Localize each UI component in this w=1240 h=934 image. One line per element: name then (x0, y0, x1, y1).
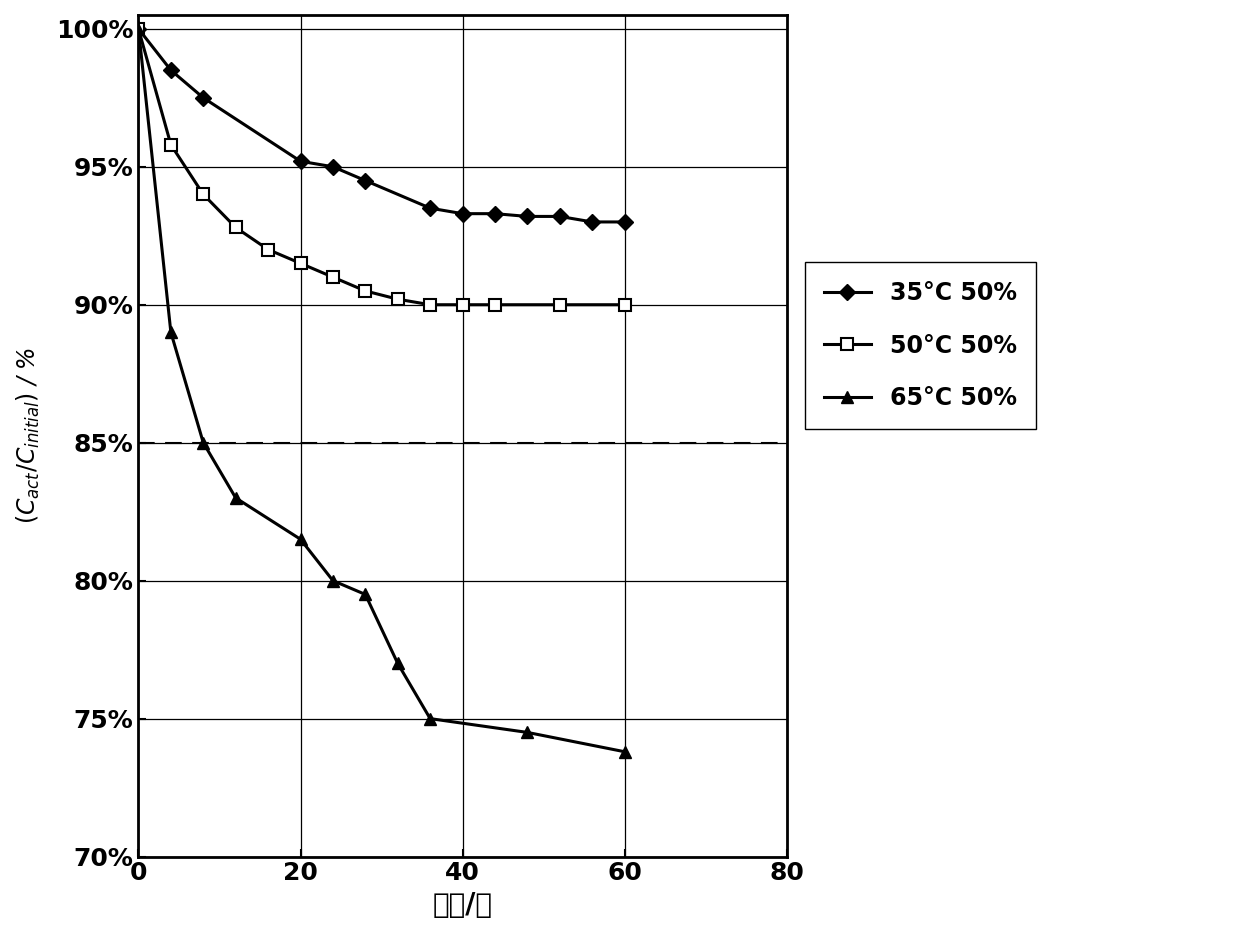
35°C 50% (131, 23, 146, 35)
65°C 50% (520, 727, 534, 738)
50°C 50% (260, 244, 275, 255)
35°C 50% (358, 175, 373, 186)
50°C 50% (358, 285, 373, 296)
50°C 50% (455, 299, 470, 310)
65°C 50% (131, 23, 146, 35)
65°C 50% (228, 492, 243, 503)
65°C 50% (358, 588, 373, 600)
50°C 50% (552, 299, 567, 310)
65°C 50% (196, 437, 211, 448)
50°C 50% (423, 299, 438, 310)
65°C 50% (423, 713, 438, 724)
Line: 35°C 50%: 35°C 50% (133, 23, 630, 228)
65°C 50% (391, 658, 405, 669)
50°C 50% (131, 23, 146, 35)
Legend: 35°C 50%, 50°C 50%, 65°C 50%: 35°C 50%, 50°C 50%, 65°C 50% (805, 262, 1035, 429)
X-axis label: 时间/周: 时间/周 (433, 891, 492, 919)
35°C 50% (585, 217, 600, 228)
35°C 50% (196, 92, 211, 104)
35°C 50% (552, 211, 567, 222)
35°C 50% (618, 217, 632, 228)
65°C 50% (164, 327, 179, 338)
65°C 50% (293, 533, 308, 545)
Line: 65°C 50%: 65°C 50% (133, 23, 630, 757)
50°C 50% (618, 299, 632, 310)
50°C 50% (164, 139, 179, 150)
35°C 50% (164, 64, 179, 76)
35°C 50% (487, 208, 502, 219)
50°C 50% (228, 222, 243, 234)
50°C 50% (196, 189, 211, 200)
35°C 50% (325, 162, 340, 173)
65°C 50% (618, 746, 632, 757)
Y-axis label: $(C_{act}/C_{initial})$ / %: $(C_{act}/C_{initial})$ / % (15, 347, 42, 524)
65°C 50% (325, 575, 340, 587)
35°C 50% (455, 208, 470, 219)
50°C 50% (391, 293, 405, 304)
35°C 50% (293, 156, 308, 167)
Line: 50°C 50%: 50°C 50% (133, 23, 630, 310)
50°C 50% (293, 258, 308, 269)
35°C 50% (423, 203, 438, 214)
50°C 50% (325, 272, 340, 283)
35°C 50% (520, 211, 534, 222)
50°C 50% (487, 299, 502, 310)
